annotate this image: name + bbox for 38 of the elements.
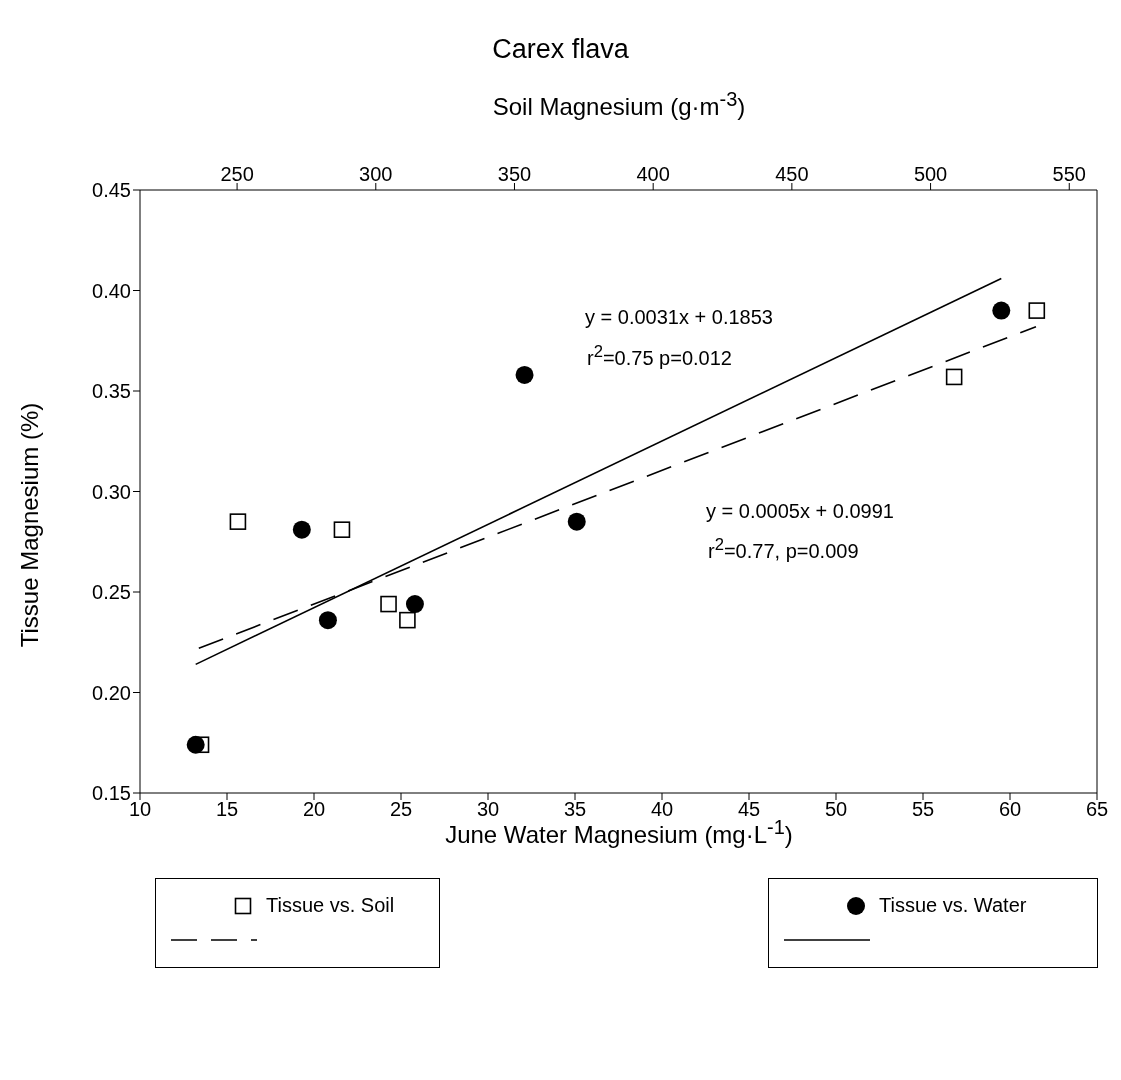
point xyxy=(515,365,534,384)
x2-tick-label: 350 xyxy=(497,163,532,185)
point xyxy=(405,595,424,614)
y-tick-label: 0.20 xyxy=(92,681,131,704)
x-tick-label: 65 xyxy=(1085,798,1109,821)
y-tick-label: 0.30 xyxy=(92,480,131,503)
y-tick-label: 0.35 xyxy=(92,380,131,403)
point xyxy=(292,520,311,539)
x-tick-label: 55 xyxy=(911,798,935,821)
y-tick-label: 0.40 xyxy=(92,279,131,302)
y-tick-label: 0.45 xyxy=(92,179,131,202)
annotation: r$^{2}$=0.75 p=0.012 xyxy=(587,342,732,370)
point xyxy=(186,735,205,754)
annotation: r$^{2}$=0.77, p=0.009 xyxy=(708,535,859,563)
x-tick-label: 20 xyxy=(302,798,326,821)
point xyxy=(567,512,586,531)
x-tick-label: 50 xyxy=(824,798,848,821)
x-tick-label: 60 xyxy=(998,798,1022,821)
annotation: y = 0.0031x + 0.1853 xyxy=(585,306,773,329)
x2-tick-label: 250 xyxy=(220,163,254,185)
x2-tick-label: 450 xyxy=(775,163,809,185)
y-axis-title: Tissue Magnesium (%) xyxy=(16,402,44,648)
annotation: y = 0.0005x + 0.0991 xyxy=(706,500,894,523)
x-tick-label: 10 xyxy=(128,798,152,821)
x2-tick-label: 550 xyxy=(1052,163,1086,185)
x2-tick-label: 400 xyxy=(636,163,670,185)
chart-title: Carex flava xyxy=(491,34,630,65)
point xyxy=(992,301,1011,320)
legend-label: Tissue vs. Soil xyxy=(266,894,395,917)
x2-tick-label: 500 xyxy=(913,163,948,185)
x2-tick-label: 300 xyxy=(359,163,393,185)
y-tick-label: 0.25 xyxy=(92,581,131,604)
point xyxy=(318,611,337,630)
y-tick-label: 0.15 xyxy=(92,782,131,805)
legend-label: Tissue vs. Water xyxy=(879,894,1027,917)
x-tick-label: 15 xyxy=(215,798,239,821)
x-tick-label: 25 xyxy=(389,798,413,821)
x2-axis-title: Soil Magnesium (g·m$^{-3}$) xyxy=(491,88,747,121)
